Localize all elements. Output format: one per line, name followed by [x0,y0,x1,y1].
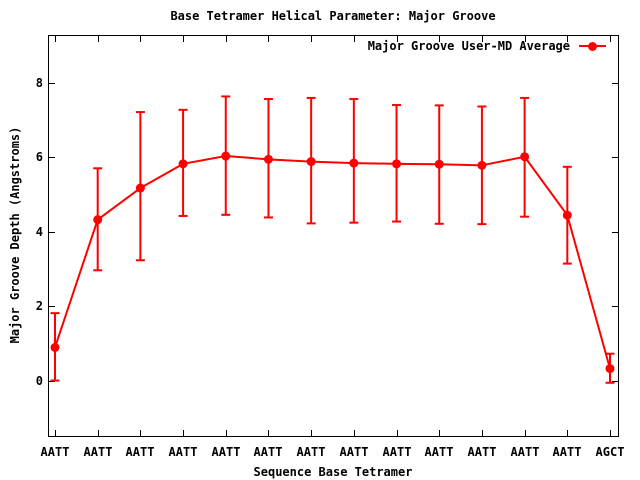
plot-border [48,35,619,437]
y-axis-title: Major Groove Depth (Angstroms) [8,126,22,344]
data-point-marker [520,152,530,162]
data-point-marker [392,159,402,169]
x-axis-title: Sequence Base Tetramer [253,465,413,479]
x-tick-label: AATT [297,445,326,459]
y-tick-label: 2 [36,299,43,313]
x-tick-label: AATT [511,445,540,459]
x-tick-label: AATT [41,445,70,459]
data-point-marker [135,183,145,193]
x-tick-label: AATT [126,445,155,459]
x-tick-label: AATT [383,445,412,459]
x-tick-label: AATT [468,445,497,459]
data-point-marker [93,215,103,225]
x-tick-label: AATT [169,445,198,459]
x-tick-label: AATT [340,445,369,459]
y-tick-label: 6 [36,150,43,164]
data-point-marker [178,159,188,169]
data-point-marker [562,210,572,220]
data-point-marker [306,157,316,167]
data-point-marker [477,160,487,170]
x-tick-label: AATT [553,445,582,459]
y-tick-label: 4 [36,225,43,239]
data-point-marker [349,158,359,168]
data-point-marker [434,159,444,169]
y-tick-label: 8 [36,76,43,90]
x-tick-label: AGCT [596,445,625,459]
x-tick-label: AATT [212,445,241,459]
legend-label: Major Groove User-MD Average [367,39,570,53]
chart-title: Base Tetramer Helical Parameter: Major G… [170,9,496,23]
data-point-marker [221,151,231,161]
legend: Major Groove User-MD Average [368,39,606,53]
series-line [54,155,611,369]
x-tick-label: AATT [254,445,283,459]
data-point-marker [263,154,273,164]
y-tick-label: 0 [36,374,43,388]
legend-marker-icon [588,41,597,51]
legend-line-sample [579,41,606,51]
data-point-marker [605,364,615,374]
x-tick-label: AATT [84,445,113,459]
x-tick-label: AATT [425,445,454,459]
data-point-marker [50,342,60,352]
